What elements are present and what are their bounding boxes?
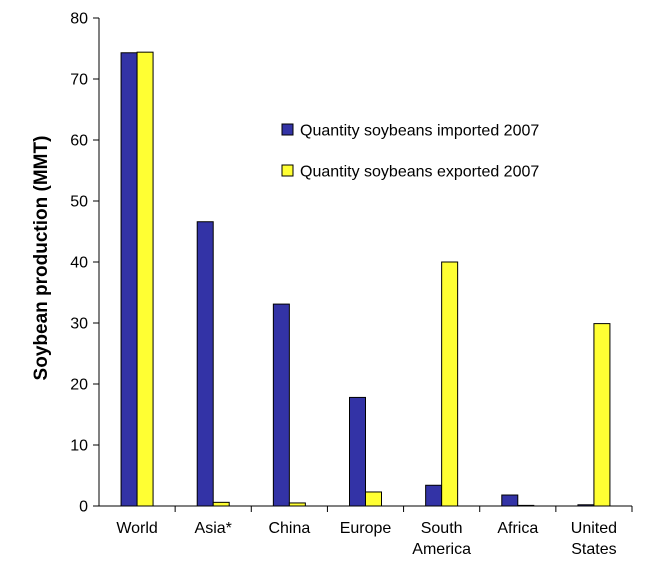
- y-tick-label: 30: [70, 316, 88, 333]
- x-axis: World Asia* China Europe South America Africa U…: [99, 505, 633, 558]
- x-tick-label: Asia*: [195, 520, 232, 537]
- x-tick-label: South America: [412, 520, 471, 558]
- bar-imported: [501, 494, 519, 507]
- y-tick-label: 80: [70, 11, 88, 28]
- bar-exported: [365, 491, 382, 507]
- x-tick-label: Europe: [340, 520, 392, 537]
- y-tick-label: 40: [70, 255, 88, 272]
- y-tick-label: 60: [70, 133, 88, 150]
- legend-label: Quantity soybeans exported 2007: [300, 164, 539, 181]
- bars: [120, 51, 611, 507]
- y-tick-label: 70: [70, 72, 88, 89]
- x-tick-label: United States: [571, 520, 617, 558]
- bar-exported: [136, 51, 154, 507]
- bar-imported: [196, 221, 214, 507]
- y-tick-label: 50: [70, 194, 88, 211]
- y-axis: 0 10 20 30 40 50 60 70 80: [70, 11, 100, 516]
- legend-swatch: [281, 123, 294, 136]
- bar-exported: [212, 501, 230, 507]
- bar-imported: [272, 303, 290, 507]
- legend-swatch: [281, 164, 294, 177]
- x-tick-label: Africa: [497, 520, 538, 537]
- bar-imported: [349, 396, 366, 507]
- bar-exported: [593, 323, 611, 507]
- bar-imported: [120, 52, 138, 507]
- legend-label: Quantity soybeans imported 2007: [300, 123, 539, 140]
- legend: Quantity soybeans imported 2007 Quantity …: [281, 123, 539, 181]
- y-tick-label: 10: [70, 438, 88, 455]
- bar-exported: [441, 261, 459, 507]
- bar-imported: [425, 484, 443, 507]
- y-tick-label: 0: [79, 499, 88, 516]
- y-axis-label: Soybean production (MMT): [31, 136, 52, 381]
- x-tick-label: China: [268, 520, 310, 537]
- y-tick-label: 20: [70, 377, 88, 394]
- x-tick-label: World: [116, 520, 158, 537]
